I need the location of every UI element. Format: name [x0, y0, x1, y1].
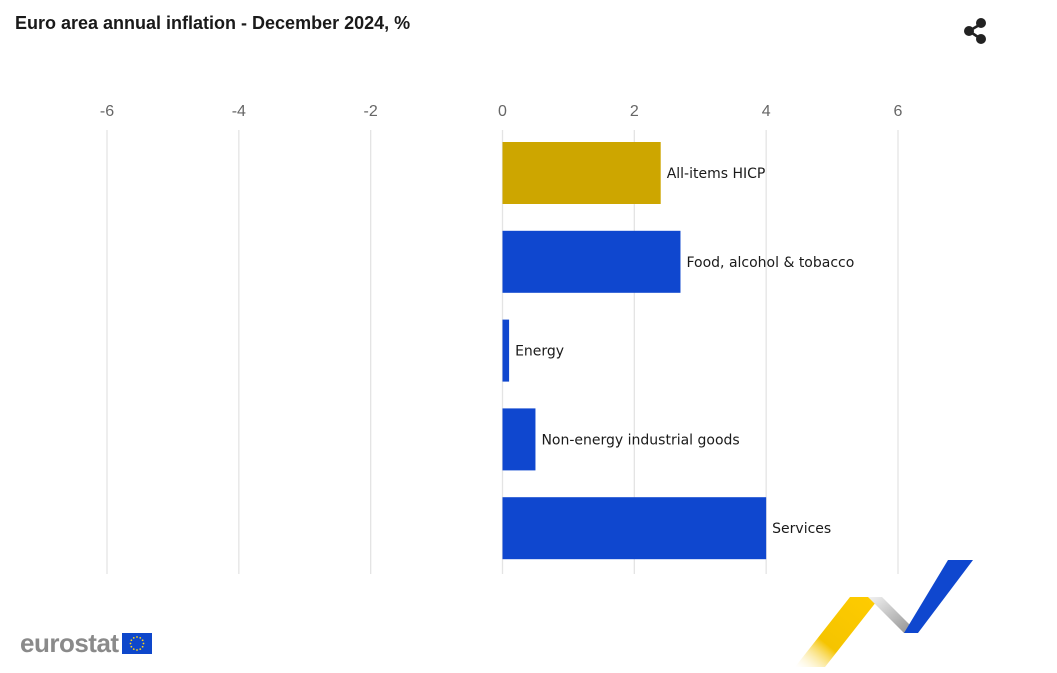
brand-name: eurostat: [20, 628, 119, 658]
category-label: Food, alcohol & tobacco: [686, 255, 854, 271]
category-label: Services: [772, 521, 831, 537]
category-label: Energy: [515, 344, 564, 360]
bar[interactable]: [502, 142, 661, 204]
flag-star: [141, 645, 144, 648]
flag-star: [130, 645, 132, 648]
flag-star: [142, 642, 144, 644]
x-tick-label: -2: [364, 103, 378, 120]
bar[interactable]: [502, 497, 767, 560]
flag-star: [129, 642, 131, 644]
x-tick-label: -6: [100, 103, 114, 120]
share-icon: [964, 18, 986, 44]
bar[interactable]: [502, 230, 681, 293]
flag-star: [130, 638, 132, 641]
x-tick-label: 2: [630, 103, 639, 120]
chart-title: Euro area annual inflation - December 20…: [15, 13, 411, 33]
flag-star: [132, 636, 135, 639]
eu-flag-icon: [121, 632, 152, 654]
ribbon-blue: [904, 560, 973, 633]
bar[interactable]: [502, 319, 510, 382]
x-tick-label: 6: [894, 103, 903, 120]
flag-star: [135, 648, 138, 651]
bars: [502, 142, 767, 560]
x-axis-ticks: -6 -4 -2 0 2 4 6: [100, 103, 903, 120]
ribbon-gold: [795, 597, 880, 667]
flag-star: [141, 638, 144, 641]
x-tick-label: -4: [232, 103, 246, 120]
flag-star: [138, 647, 141, 650]
bar[interactable]: [502, 408, 536, 471]
ribbon-grey: [868, 597, 918, 633]
bar-chart: -6 -4 -2 0 2 4 6 All-items HICP Food, alcohol &…: [100, 103, 903, 574]
category-label: All-items HICP: [667, 166, 766, 182]
bar-labels: All-items HICP Food, alcohol & tobacco Ene…: [515, 166, 854, 537]
x-tick-label: 0: [498, 103, 507, 120]
flag-star: [135, 635, 138, 638]
decorative-ribbon: [795, 560, 973, 667]
flag-star: [132, 647, 135, 650]
x-tick-label: 4: [762, 103, 771, 120]
category-label: Non-energy industrial goods: [541, 432, 739, 448]
flag-star: [138, 636, 141, 639]
eurostat-logo: eurostat: [20, 630, 152, 656]
share-button[interactable]: [958, 14, 992, 48]
